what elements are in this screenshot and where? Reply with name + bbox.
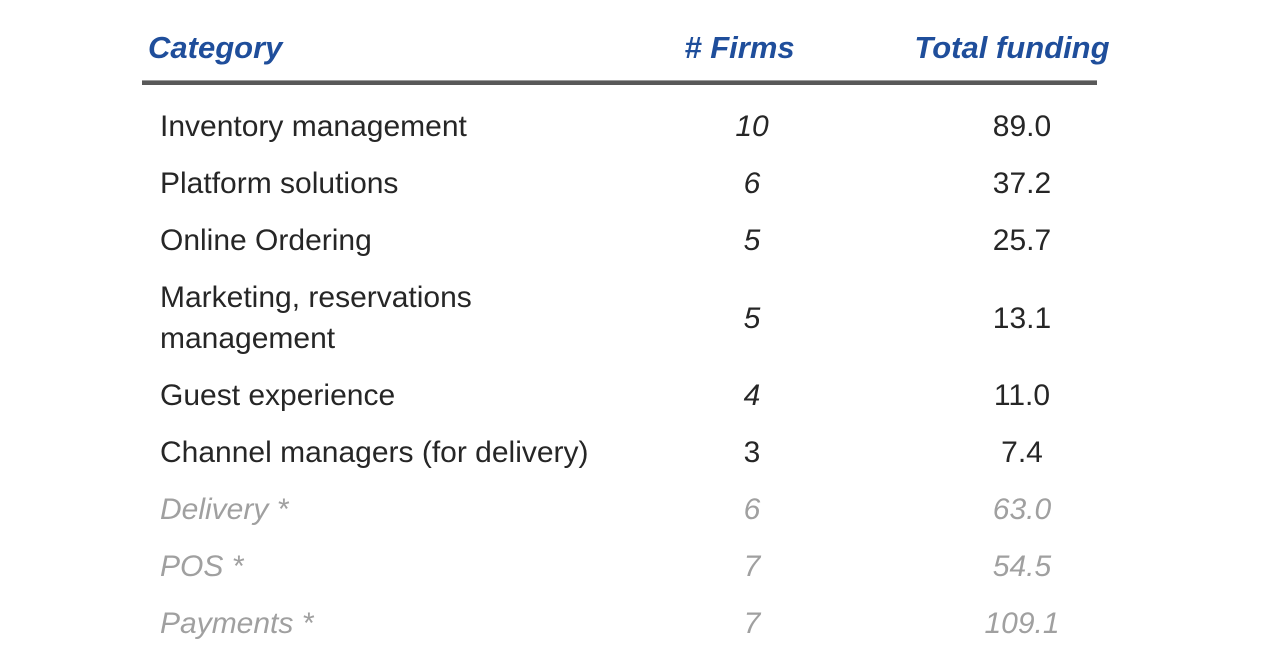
table-row: POS * 7 54.5 [142, 538, 1222, 595]
header-divider [142, 80, 1097, 85]
firms-cell: 4 [743, 379, 761, 412]
funding-cell: 25.7 [992, 224, 1052, 257]
column-header-category: Category [148, 30, 283, 65]
firms-cell: 3 [743, 436, 761, 469]
category-cell: Platform solutions [160, 167, 399, 200]
funding-table: Category # Firms Total funding Inventory… [142, 0, 1222, 652]
firms-cell: 5 [743, 301, 761, 335]
table-row: Inventory management 10 89.0 [142, 98, 1222, 155]
category-cell: POS * [160, 550, 244, 583]
table-row: Platform solutions 6 37.2 [142, 155, 1222, 212]
funding-cell: 11.0 [993, 379, 1051, 412]
firms-cell: 7 [743, 607, 761, 640]
table-row: Online Ordering 5 25.7 [142, 212, 1222, 269]
table-body: Inventory management 10 89.0 Platform so… [142, 85, 1222, 652]
funding-cell: 7.4 [1001, 436, 1043, 469]
category-cell: Delivery * [160, 493, 289, 526]
funding-cell: 13.1 [992, 301, 1052, 335]
table-row: Channel managers (for delivery) 3 7.4 [142, 424, 1222, 481]
funding-cell: 37.2 [992, 167, 1052, 200]
funding-cell: 89.0 [992, 110, 1052, 143]
firms-cell: 6 [743, 167, 761, 200]
table-row: Guest experience 4 11.0 [142, 367, 1222, 424]
firms-cell: 7 [743, 550, 761, 583]
firms-cell: 6 [743, 493, 761, 526]
funding-cell: 109.1 [984, 607, 1060, 640]
column-header-funding: Total funding [914, 30, 1110, 65]
firms-cell: 10 [735, 110, 769, 143]
category-cell: Channel managers (for delivery) [160, 436, 589, 469]
table-header-row: Category # Firms Total funding [142, 0, 1222, 80]
table-row: Marketing, reservations management 5 13.… [142, 269, 1222, 367]
firms-cell: 5 [743, 224, 761, 257]
category-cell: Payments * [160, 607, 314, 640]
funding-cell: 63.0 [992, 493, 1052, 526]
category-cell: Online Ordering [160, 224, 372, 257]
column-header-firms: # Firms [684, 30, 795, 65]
category-cell: Guest experience [160, 379, 396, 412]
table-row: Payments * 7 109.1 [142, 595, 1222, 652]
category-cell: Inventory management [160, 110, 467, 143]
category-cell: Marketing, reservations management [160, 281, 472, 355]
table-row: Delivery * 6 63.0 [142, 481, 1222, 538]
funding-cell: 54.5 [992, 550, 1052, 583]
